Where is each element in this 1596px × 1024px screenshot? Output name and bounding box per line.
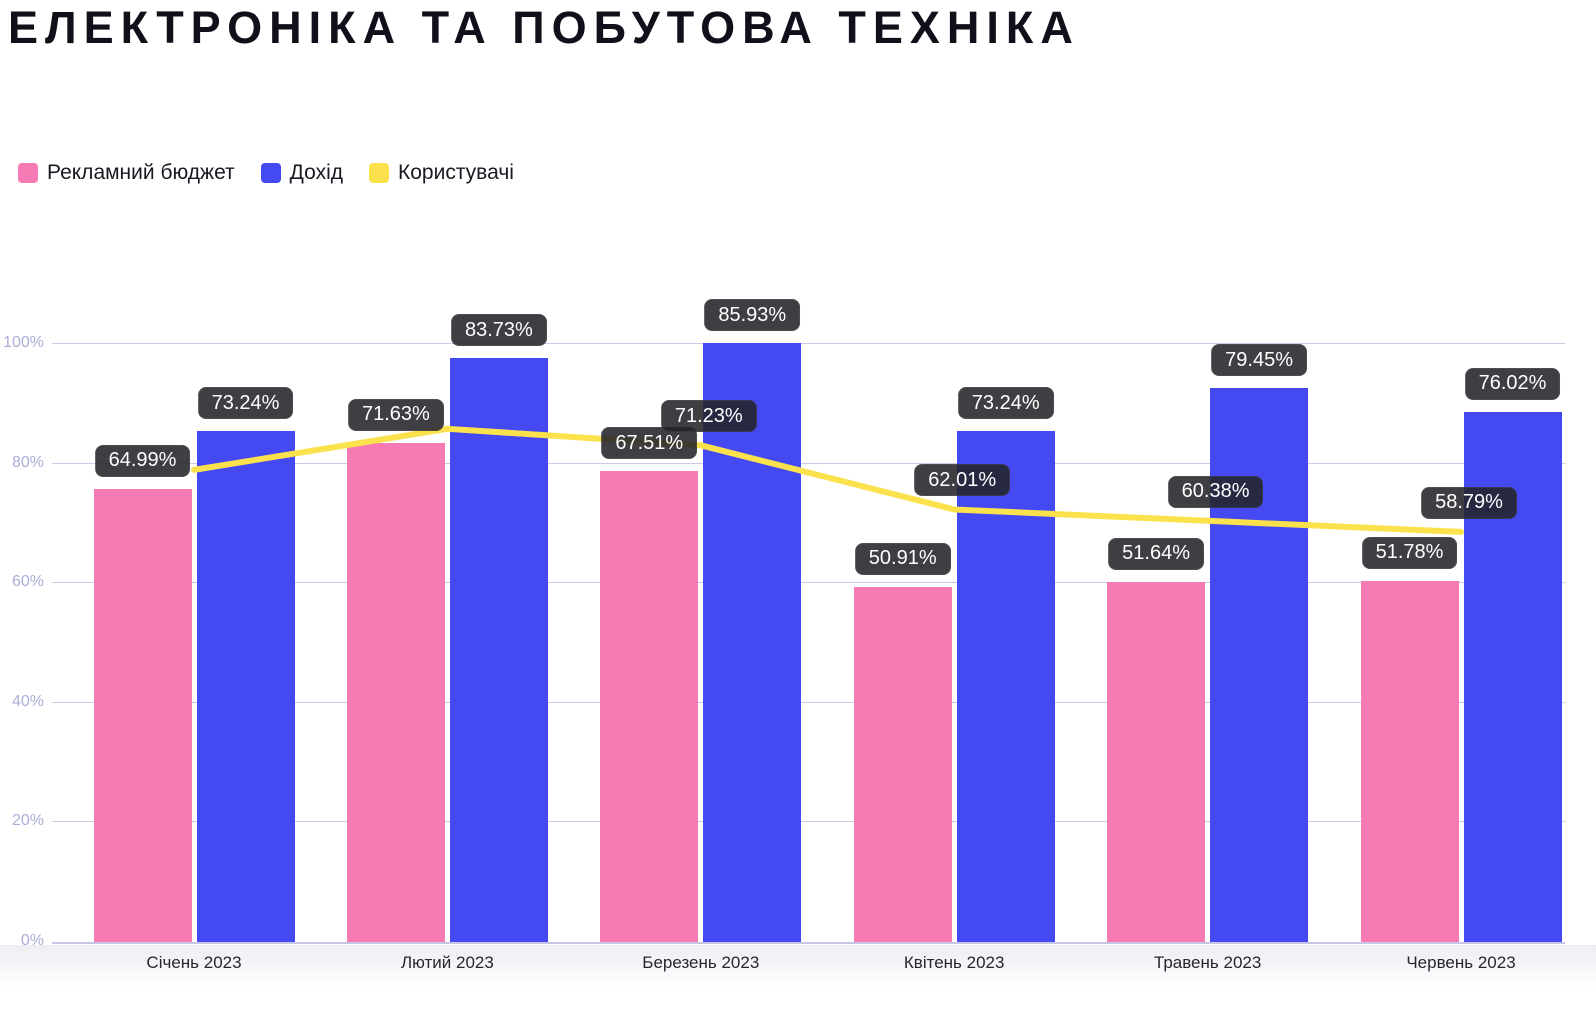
axis-fade-decoration bbox=[0, 945, 1596, 987]
bar-ad-budget-1[interactable] bbox=[346, 442, 445, 942]
gridline-20% bbox=[52, 821, 1565, 823]
data-label-ad-budget-5: 51.78% bbox=[1361, 536, 1458, 569]
data-label-revenue-3: 73.24% bbox=[957, 387, 1054, 420]
data-label-revenue-0: 73.24% bbox=[197, 387, 294, 420]
legend-label-ad-budget: Рекламний бюджет bbox=[47, 161, 235, 184]
gridline-100% bbox=[52, 343, 1565, 344]
data-label-ad-budget-0: 64.99% bbox=[94, 444, 191, 477]
data-label-ad-budget-4: 51.64% bbox=[1108, 537, 1205, 570]
gridline-40% bbox=[52, 701, 1565, 703]
gridline-60% bbox=[52, 582, 1565, 584]
data-label-users-3: 62.01% bbox=[914, 464, 1011, 497]
bar-ad-budget-4[interactable] bbox=[1107, 581, 1206, 942]
data-label-ad-budget-1: 71.63% bbox=[347, 398, 444, 431]
legend-swatch-revenue-icon bbox=[260, 163, 281, 183]
x-axis-line bbox=[52, 942, 1565, 944]
y-axis-tick-label: 60% bbox=[11, 573, 44, 591]
bar-ad-budget-3[interactable] bbox=[853, 586, 952, 942]
data-label-ad-budget-3: 50.91% bbox=[854, 542, 951, 575]
y-axis-tick-label: 100% bbox=[3, 334, 44, 351]
data-label-users-4: 60.38% bbox=[1167, 475, 1264, 508]
bar-revenue-0[interactable] bbox=[196, 431, 295, 942]
bar-ad-budget-0[interactable] bbox=[93, 488, 192, 942]
y-axis-tick-label: 80% bbox=[11, 453, 44, 471]
data-label-users-5: 58.79% bbox=[1421, 486, 1517, 519]
legend-label-users: Користувачі bbox=[398, 161, 514, 184]
x-axis-label-4: Травень 2023 bbox=[1153, 953, 1262, 972]
x-axis-label-3: Квітень 2023 bbox=[903, 953, 1005, 972]
data-label-revenue-4: 79.45% bbox=[1211, 344, 1308, 377]
legend-swatch-users-icon bbox=[369, 163, 389, 183]
x-axis-label-2: Березень 2023 bbox=[642, 953, 760, 972]
x-axis-label-5: Червень 2023 bbox=[1406, 953, 1516, 972]
bar-revenue-4[interactable] bbox=[1210, 388, 1309, 942]
x-axis-label-0: Січень 2023 bbox=[146, 953, 242, 972]
y-axis-tick-label: 20% bbox=[11, 812, 44, 830]
data-label-users-2: 71.23% bbox=[660, 400, 757, 433]
legend: Рекламний бюджет Дохід Користувачі bbox=[18, 161, 514, 185]
bar-revenue-3[interactable] bbox=[956, 431, 1055, 942]
data-label-ad-budget-2: 67.51% bbox=[601, 427, 698, 460]
legend-label-revenue: Дохід bbox=[289, 161, 343, 184]
x-axis-label-1: Лютий 2023 bbox=[400, 953, 494, 972]
bar-revenue-2[interactable] bbox=[703, 343, 802, 942]
data-label-revenue-2: 85.93% bbox=[704, 299, 801, 331]
legend-item-ad-budget[interactable]: Рекламний бюджет bbox=[18, 161, 235, 185]
bar-revenue-1[interactable] bbox=[449, 358, 548, 942]
legend-swatch-ad-budget-icon bbox=[18, 163, 38, 183]
y-axis-tick-label: 40% bbox=[11, 692, 44, 710]
data-label-revenue-5: 76.02% bbox=[1464, 367, 1561, 400]
data-label-revenue-1: 83.73% bbox=[450, 314, 547, 347]
bar-ad-budget-2[interactable] bbox=[600, 471, 699, 942]
chart-title: ЕЛЕКТРОНІКА ТА ПОБУТОВА ТЕХНІКА bbox=[8, 2, 1080, 53]
legend-item-users[interactable]: Користувачі bbox=[369, 161, 514, 185]
legend-item-revenue[interactable]: Дохід bbox=[260, 161, 343, 185]
y-axis-tick-label: 0% bbox=[20, 932, 44, 949]
bar-ad-budget-5[interactable] bbox=[1360, 580, 1459, 942]
